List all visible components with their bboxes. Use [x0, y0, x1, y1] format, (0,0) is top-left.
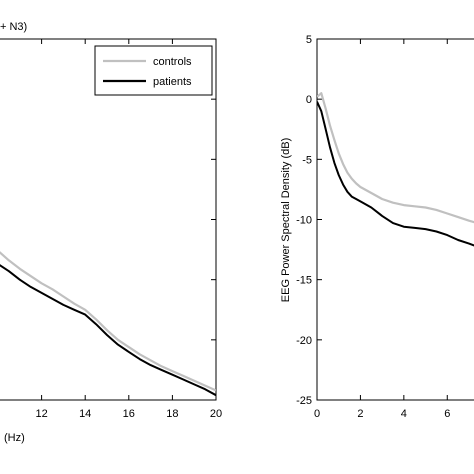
left-x-tick-label: 14: [79, 408, 91, 420]
right-x-tick-label: 6: [444, 408, 450, 420]
left-x-tick-label: 18: [166, 408, 178, 420]
left-x-ticks: 12 14 16 18 20: [35, 38, 222, 420]
right-x-tick-label: 4: [401, 408, 407, 420]
left-panel: + N3) 12 14 16 18 20 (Hz) controls patients: [0, 21, 222, 444]
left-series-controls: [0, 251, 216, 392]
legend: controls patients: [94, 45, 213, 96]
right-ylabel: EEG Power Spectral Density (dB): [280, 138, 292, 302]
right-series: [317, 92, 474, 247]
left-xlabel-fragment: (Hz): [4, 432, 25, 444]
left-series: [0, 251, 216, 397]
right-series-patients: [317, 101, 474, 247]
right-x-ticks: 0 2 4 6: [314, 39, 450, 420]
right-y-tick-label: -15: [296, 275, 312, 287]
legend-label-controls: controls: [153, 56, 192, 68]
right-y-tick-label: 0: [306, 94, 312, 106]
left-title-fragment: + N3): [0, 21, 27, 33]
left-x-tick-label: 16: [123, 408, 135, 420]
legend-box: [94, 45, 213, 96]
right-y-tick-label: -25: [296, 395, 312, 407]
right-panel: EEG Power Spectral Density (dB) 5 0 -5 -10 -…: [280, 34, 474, 420]
right-series-controls: [317, 92, 474, 224]
right-plot-frame: [316, 38, 474, 401]
right-y-ticks: 5 0 -5 -10 -15 -20 -25: [296, 34, 322, 407]
legend-label-patients: patients: [153, 76, 192, 88]
right-y-tick-label: -5: [302, 154, 312, 166]
left-x-tick-label: 12: [35, 408, 47, 420]
right-x-tick-label: 0: [314, 408, 320, 420]
right-y-tick-label: 5: [306, 34, 312, 46]
left-x-tick-label: 20: [210, 408, 222, 420]
left-series-patients: [0, 264, 216, 397]
right-y-tick-label: -10: [296, 215, 312, 227]
right-x-tick-label: 2: [357, 408, 363, 420]
right-y-tick-label: -20: [296, 335, 312, 347]
